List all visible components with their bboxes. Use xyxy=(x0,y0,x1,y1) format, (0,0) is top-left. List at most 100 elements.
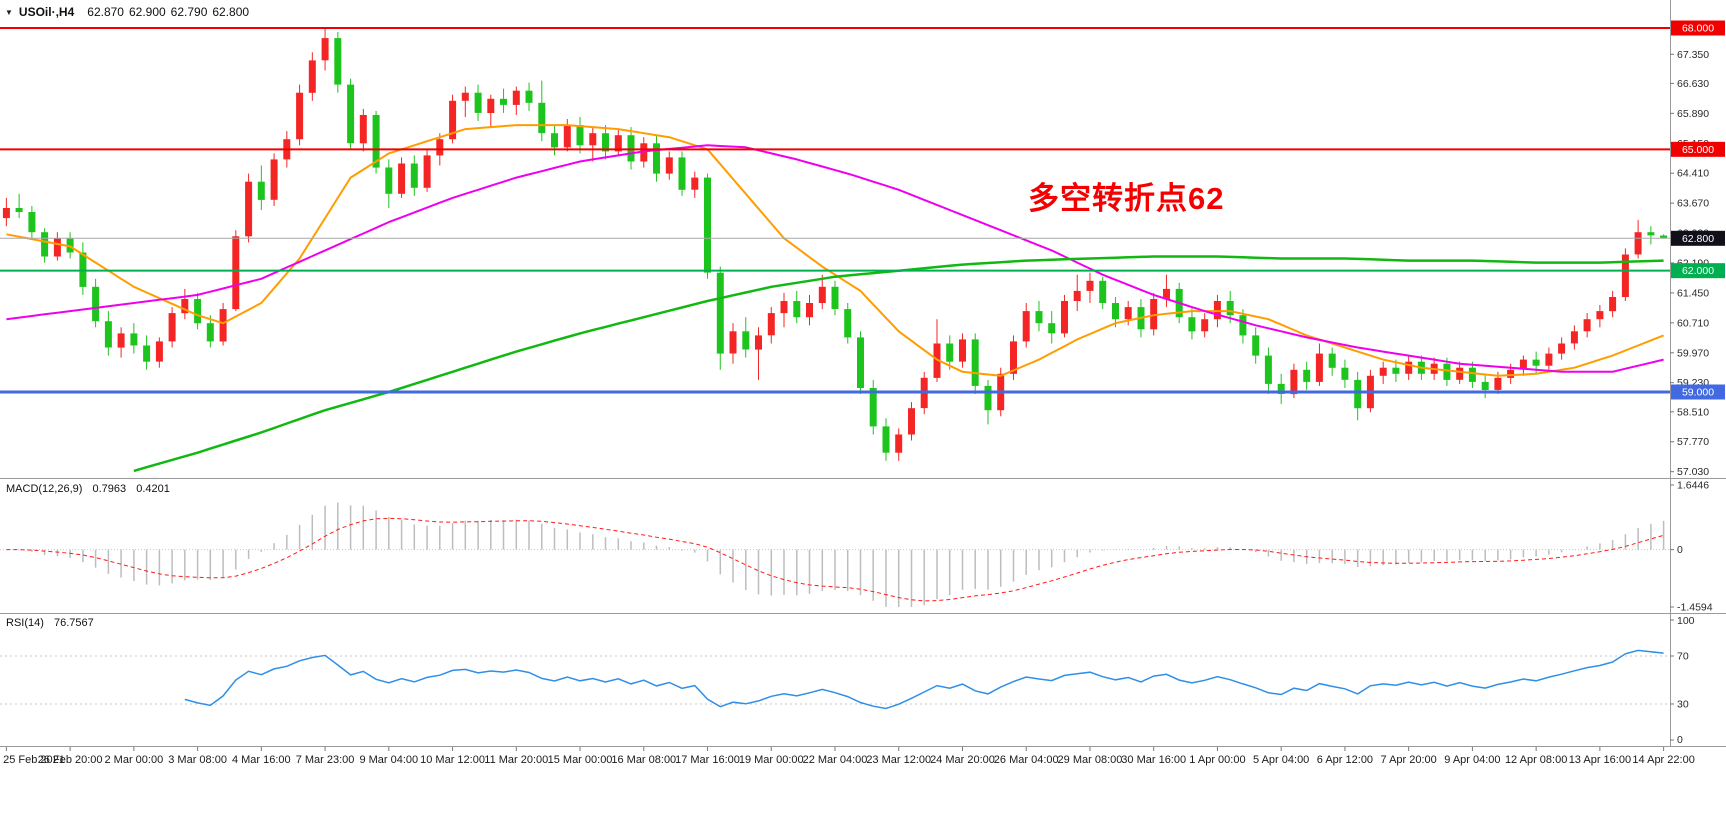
candle-body xyxy=(398,163,406,194)
candle-body xyxy=(1061,301,1068,334)
candle-body xyxy=(882,426,890,453)
candle-body xyxy=(1239,315,1247,336)
rsi-tick-label: 30 xyxy=(1677,699,1689,711)
rsi-name: RSI(14) xyxy=(6,617,44,629)
candle-body xyxy=(1035,311,1043,324)
candle-body xyxy=(372,115,380,168)
candle-body xyxy=(512,90,520,105)
candle-body xyxy=(844,309,852,338)
candle-body xyxy=(194,299,202,324)
candle-body xyxy=(895,434,903,453)
candle-body xyxy=(959,339,966,362)
indicator-panels-layer xyxy=(0,502,1670,710)
price-line-label: 62.000 xyxy=(1682,265,1714,277)
low-value: 62.790 xyxy=(170,5,208,19)
candle-body xyxy=(971,339,979,386)
candle-body xyxy=(308,60,316,93)
candle-body xyxy=(104,321,112,348)
candle-body xyxy=(461,92,469,101)
candle-body xyxy=(614,135,622,152)
price-tick-label: 66.630 xyxy=(1677,78,1709,90)
price-line-label-bg xyxy=(1671,141,1725,157)
candle-body xyxy=(1290,369,1298,395)
candle-body xyxy=(2,208,10,219)
candle-body xyxy=(691,177,699,190)
price-tick-label: 67.350 xyxy=(1677,49,1709,61)
ma-magenta xyxy=(6,144,1664,373)
price-tick-label: 57.770 xyxy=(1677,436,1709,448)
hline-objects-layer[interactable] xyxy=(0,27,1670,394)
price-line-label: 59.000 xyxy=(1682,387,1714,399)
candle-body xyxy=(1303,369,1311,382)
candle-body xyxy=(1532,359,1540,366)
quick-trade-dropdown-icon[interactable]: ▼ xyxy=(5,7,13,17)
candle-body xyxy=(793,301,801,318)
ma-orange xyxy=(6,124,1664,377)
price-axis[interactable]: 67.35066.63065.89065.15064.41063.67062.9… xyxy=(1670,20,1725,747)
time-tick-label: 26 Mar 04:00 xyxy=(994,754,1059,766)
candle-body xyxy=(576,125,584,146)
candle-body xyxy=(1558,343,1566,354)
candle-body xyxy=(270,159,278,200)
candle-body xyxy=(359,115,367,144)
candle-body xyxy=(1277,383,1285,394)
candle-body xyxy=(704,177,711,273)
price-tick-label: 61.450 xyxy=(1677,287,1709,299)
candle-body xyxy=(1188,317,1196,332)
price-line-label-bg xyxy=(1671,263,1725,279)
time-tick-label: 22 Mar 04:00 xyxy=(803,754,868,766)
current-price-label: 62.800 xyxy=(1682,233,1714,245)
candle-body xyxy=(1099,280,1107,303)
candle-body xyxy=(780,301,788,314)
candle-body xyxy=(1328,353,1336,368)
candle-body xyxy=(1392,367,1400,374)
time-tick-label: 7 Mar 23:00 xyxy=(296,754,355,766)
price-tick-label: 58.510 xyxy=(1677,406,1709,418)
symbol-period-label: USOil·,H4 xyxy=(18,5,75,19)
time-tick-label: 2 Mar 00:00 xyxy=(105,754,164,766)
candle-body xyxy=(857,337,864,388)
candle-body xyxy=(1379,367,1387,376)
candle-body xyxy=(130,333,138,346)
time-tick-label: 25 Feb 2021 xyxy=(3,754,65,766)
candle-body xyxy=(1150,299,1158,330)
time-tick-label: 9 Mar 04:00 xyxy=(359,754,418,766)
macd-main-value: 0.7963 xyxy=(92,483,127,495)
price-tick-label: 65.890 xyxy=(1677,108,1709,120)
candle-body xyxy=(538,102,546,134)
candle-body xyxy=(181,299,189,314)
candle-body xyxy=(551,133,558,148)
candle-body xyxy=(1545,353,1553,366)
time-tick-label: 14 Apr 22:00 xyxy=(1632,754,1694,766)
candle-body xyxy=(716,272,724,354)
candle-body xyxy=(28,212,36,233)
candle-body xyxy=(755,335,762,350)
macd-tick-label: 1.6446 xyxy=(1677,480,1709,492)
candle-body xyxy=(1124,307,1132,320)
price-tick-label: 63.670 xyxy=(1677,198,1709,210)
time-tick-label: 1 Apr 00:00 xyxy=(1189,754,1245,766)
price-tick-label: 59.970 xyxy=(1677,347,1709,359)
high-value: 62.900 xyxy=(128,5,166,19)
candle-body xyxy=(908,408,915,435)
candles-layer[interactable] xyxy=(2,28,1668,461)
candle-body xyxy=(1252,335,1260,356)
time-tick-label: 3 Mar 08:00 xyxy=(168,754,227,766)
candle-body xyxy=(1481,381,1489,390)
candle-body xyxy=(1634,232,1642,255)
candle-body xyxy=(410,163,418,188)
candle-body xyxy=(665,157,673,174)
rsi-value: 76.7567 xyxy=(53,617,94,629)
candle-body xyxy=(219,309,227,342)
grid-layer xyxy=(0,0,1726,747)
candle-body xyxy=(155,341,163,362)
time-tick-label: 4 Mar 16:00 xyxy=(232,754,291,766)
candle-body xyxy=(500,98,507,105)
time-tick-label: 10 Mar 12:00 xyxy=(420,754,485,766)
time-tick-label: 9 Apr 04:00 xyxy=(1444,754,1500,766)
candle-body xyxy=(1354,379,1362,409)
candle-body xyxy=(869,388,877,427)
time-tick-label: 29 Mar 08:00 xyxy=(1058,754,1123,766)
